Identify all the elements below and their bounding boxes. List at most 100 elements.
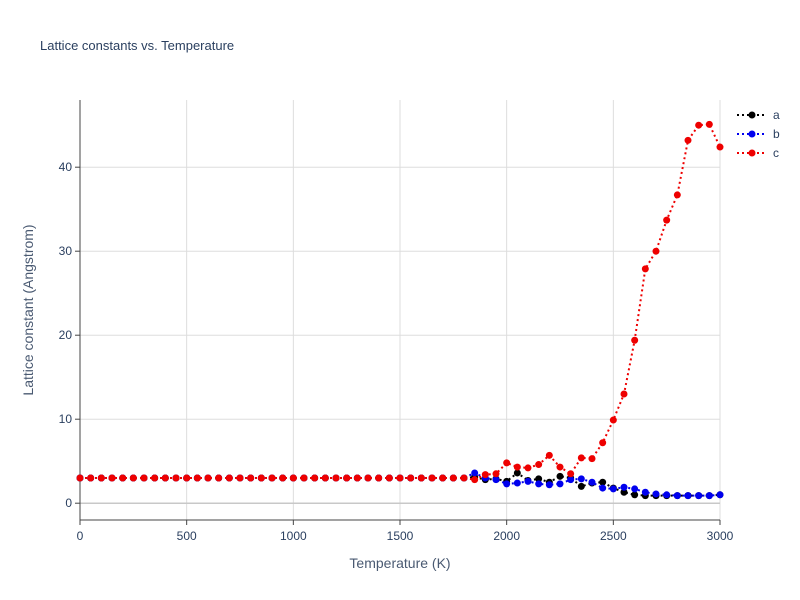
data-point-c bbox=[343, 474, 351, 482]
legend-marker bbox=[748, 149, 756, 157]
legend-label: c bbox=[773, 146, 779, 160]
legend-item-b[interactable]: b bbox=[737, 127, 780, 141]
data-point-c bbox=[321, 474, 329, 482]
data-point-c bbox=[567, 470, 575, 478]
grid bbox=[80, 100, 721, 520]
legend-label: b bbox=[773, 127, 780, 141]
data-point-c bbox=[268, 474, 276, 482]
legend-label: a bbox=[773, 108, 780, 122]
data-point-c bbox=[193, 474, 201, 482]
data-point-b bbox=[524, 477, 532, 485]
series-layer bbox=[76, 120, 724, 500]
data-point-b bbox=[695, 492, 703, 500]
x-axis-title: Temperature (K) bbox=[349, 555, 450, 571]
x-tick-label: 0 bbox=[77, 529, 84, 543]
data-point-c bbox=[481, 471, 489, 479]
data-point-c bbox=[87, 474, 95, 482]
legend-marker bbox=[748, 111, 756, 119]
data-point-b bbox=[545, 481, 553, 489]
data-point-b bbox=[705, 492, 713, 500]
data-point-b bbox=[641, 488, 649, 496]
data-point-c bbox=[247, 474, 255, 482]
data-point-c bbox=[151, 474, 159, 482]
data-point-b bbox=[652, 490, 660, 498]
data-point-c bbox=[588, 455, 596, 463]
x-tick-label: 1000 bbox=[280, 529, 307, 543]
data-point-c bbox=[417, 474, 425, 482]
data-point-b bbox=[535, 480, 543, 488]
data-point-b bbox=[577, 475, 585, 483]
data-point-c bbox=[705, 120, 713, 128]
data-point-c bbox=[129, 474, 137, 482]
axes bbox=[75, 100, 721, 525]
x-tick-label: 500 bbox=[177, 529, 197, 543]
legend-item-a[interactable]: a bbox=[737, 108, 780, 122]
data-point-b bbox=[663, 491, 671, 499]
data-point-c bbox=[161, 474, 169, 482]
data-point-c bbox=[663, 216, 671, 224]
data-point-a bbox=[599, 478, 607, 486]
data-point-c bbox=[108, 474, 116, 482]
data-point-b bbox=[503, 480, 511, 488]
data-point-b bbox=[567, 476, 575, 484]
data-point-c bbox=[407, 474, 415, 482]
data-point-b bbox=[588, 478, 596, 486]
data-point-c bbox=[279, 474, 287, 482]
data-point-c bbox=[492, 470, 500, 478]
data-point-a bbox=[620, 488, 628, 496]
data-point-c bbox=[76, 474, 84, 482]
data-point-b bbox=[513, 479, 521, 487]
data-point-c bbox=[428, 474, 436, 482]
data-point-c bbox=[652, 247, 660, 255]
data-point-a bbox=[535, 475, 543, 483]
data-point-c bbox=[385, 474, 393, 482]
legend: abc bbox=[737, 108, 780, 160]
data-point-c bbox=[535, 461, 543, 469]
y-tick-label: 10 bbox=[59, 412, 73, 426]
data-point-c bbox=[396, 474, 404, 482]
x-tick-label: 2500 bbox=[600, 529, 627, 543]
y-tick-label: 30 bbox=[59, 244, 73, 258]
data-point-c bbox=[684, 136, 692, 144]
data-point-b bbox=[492, 476, 500, 484]
data-point-c bbox=[609, 416, 617, 424]
data-point-c bbox=[641, 265, 649, 273]
data-point-c bbox=[364, 474, 372, 482]
data-point-a bbox=[513, 469, 521, 477]
data-point-c bbox=[673, 191, 681, 199]
data-point-c bbox=[353, 474, 361, 482]
data-point-b bbox=[631, 485, 639, 493]
data-point-b bbox=[471, 469, 479, 477]
y-tick-label: 0 bbox=[65, 496, 72, 510]
data-point-c bbox=[716, 143, 724, 151]
data-point-c bbox=[524, 464, 532, 472]
data-point-b bbox=[599, 484, 607, 492]
data-point-a bbox=[577, 482, 585, 490]
x-tick-label: 3000 bbox=[707, 529, 734, 543]
x-tick-labels: 0 500 1000 1500 2000 2500 3000 bbox=[77, 529, 734, 543]
data-point-c bbox=[599, 439, 607, 447]
data-point-c bbox=[204, 474, 212, 482]
data-point-c bbox=[215, 474, 223, 482]
data-point-c bbox=[332, 474, 340, 482]
data-point-c bbox=[311, 474, 319, 482]
data-point-c bbox=[471, 476, 479, 484]
data-point-c bbox=[695, 121, 703, 129]
data-point-c bbox=[449, 474, 457, 482]
data-point-c bbox=[513, 463, 521, 471]
data-point-c bbox=[556, 463, 564, 471]
data-point-c bbox=[631, 336, 639, 344]
data-point-c bbox=[503, 459, 511, 467]
data-point-c bbox=[577, 454, 585, 462]
data-point-b bbox=[716, 491, 724, 499]
data-point-c bbox=[172, 474, 180, 482]
data-point-c bbox=[545, 451, 553, 459]
y-tick-label: 40 bbox=[59, 160, 73, 174]
data-point-c bbox=[183, 474, 191, 482]
legend-item-c[interactable]: c bbox=[737, 146, 779, 160]
series-c bbox=[76, 120, 724, 484]
y-axis-title: Lattice constant (Angstrom) bbox=[20, 224, 36, 395]
data-point-c bbox=[236, 474, 244, 482]
